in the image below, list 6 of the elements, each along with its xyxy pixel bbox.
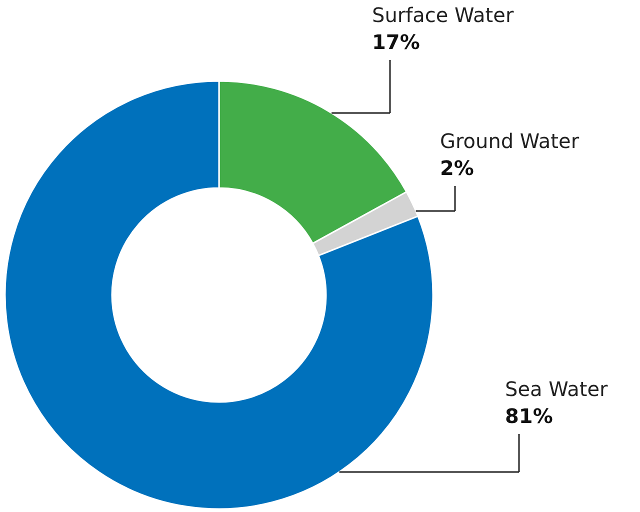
data-label: 17% [372, 30, 420, 54]
data-label: 81% [505, 404, 553, 428]
slice-label: Ground Water [440, 129, 580, 153]
slice-label: Sea Water [505, 377, 609, 401]
slice-label: Surface Water [372, 3, 514, 27]
data-label: 2% [440, 156, 474, 180]
